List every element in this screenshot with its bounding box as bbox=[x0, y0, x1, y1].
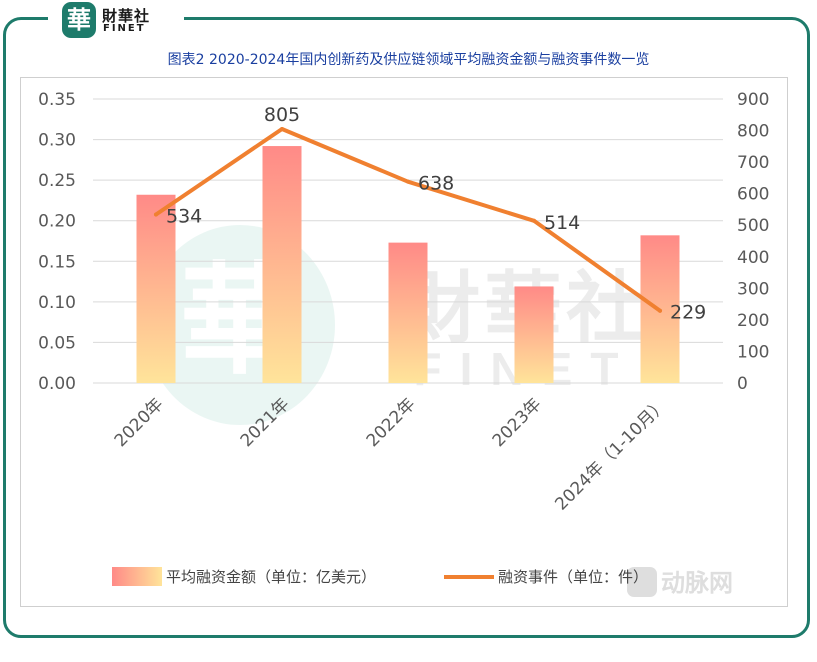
bar bbox=[136, 194, 176, 383]
bar bbox=[514, 286, 554, 383]
y-axis-right: 0 100 200 300 400 500 600 700 800 900 bbox=[737, 90, 769, 394]
y-right-tick-label: 100 bbox=[737, 342, 769, 362]
y-left-tick-label: 0.00 bbox=[38, 374, 76, 394]
x-tick-label: 2023年 bbox=[489, 394, 546, 451]
y-left-tick-label: 0.05 bbox=[38, 333, 76, 353]
line-point bbox=[280, 126, 284, 131]
corner-watermark-icon bbox=[627, 567, 657, 597]
data-label: 638 bbox=[418, 173, 454, 195]
x-tick-label: 2024年（1-10月） bbox=[551, 394, 671, 514]
y-right-tick-label: 900 bbox=[737, 90, 769, 110]
y-right-tick-label: 500 bbox=[737, 216, 769, 236]
y-right-tick-label: 600 bbox=[737, 185, 769, 205]
brand-name-cn: 財華社 bbox=[102, 7, 151, 25]
data-label: 514 bbox=[544, 212, 580, 234]
brand-name-en: FINET bbox=[103, 23, 146, 34]
x-tick-label: 2020年 bbox=[111, 394, 168, 451]
bar bbox=[262, 146, 302, 383]
legend: 平均融资金额（单位：亿美元） 融资事件（单位：件） bbox=[112, 567, 648, 586]
corner-watermark: 动脉网 bbox=[627, 567, 733, 597]
bar bbox=[388, 242, 428, 383]
y-right-tick-label: 200 bbox=[737, 311, 769, 331]
chart-title: 图表2 2020-2024年国内创新药及供应链领域平均融资金额与融资事件数一览 bbox=[167, 52, 650, 68]
x-tick-label: 2022年 bbox=[363, 394, 420, 451]
line-point bbox=[658, 308, 662, 313]
data-label: 805 bbox=[264, 104, 300, 126]
data-label: 229 bbox=[670, 302, 706, 324]
corner-watermark-text: 动脉网 bbox=[661, 569, 733, 597]
data-label: 534 bbox=[166, 205, 202, 227]
y-right-tick-label: 400 bbox=[737, 248, 769, 268]
y-left-tick-label: 0.20 bbox=[38, 212, 76, 232]
legend-label-bar: 平均融资金额（单位：亿美元） bbox=[166, 568, 376, 586]
line-point bbox=[406, 179, 410, 184]
brand-seal-icon: 華 bbox=[62, 2, 96, 38]
y-left-tick-label: 0.25 bbox=[38, 171, 76, 191]
brand-logo: 華 財華社 FINET bbox=[48, 0, 184, 40]
card-frame bbox=[3, 17, 810, 638]
y-right-tick-label: 800 bbox=[737, 122, 769, 142]
line-point bbox=[532, 218, 536, 223]
legend-swatch-bar bbox=[112, 567, 162, 586]
y-left-tick-label: 0.15 bbox=[38, 252, 76, 272]
y-left-tick-label: 0.35 bbox=[38, 90, 76, 110]
chart-border bbox=[20, 77, 788, 607]
legend-label-line: 融资事件（单位：件） bbox=[498, 568, 648, 586]
y-right-tick-label: 300 bbox=[737, 279, 769, 299]
line-series: 534 805 638 514 229 bbox=[154, 104, 706, 324]
y-left-tick-label: 0.30 bbox=[38, 131, 76, 151]
y-right-tick-label: 0 bbox=[737, 374, 748, 394]
bar-series bbox=[136, 146, 680, 383]
y-right-tick-label: 700 bbox=[737, 153, 769, 173]
y-axis-left: 0.00 0.05 0.10 0.15 0.20 0.25 0.30 0.35 bbox=[38, 90, 76, 394]
line-point bbox=[154, 212, 158, 217]
y-left-tick-label: 0.10 bbox=[38, 293, 76, 313]
